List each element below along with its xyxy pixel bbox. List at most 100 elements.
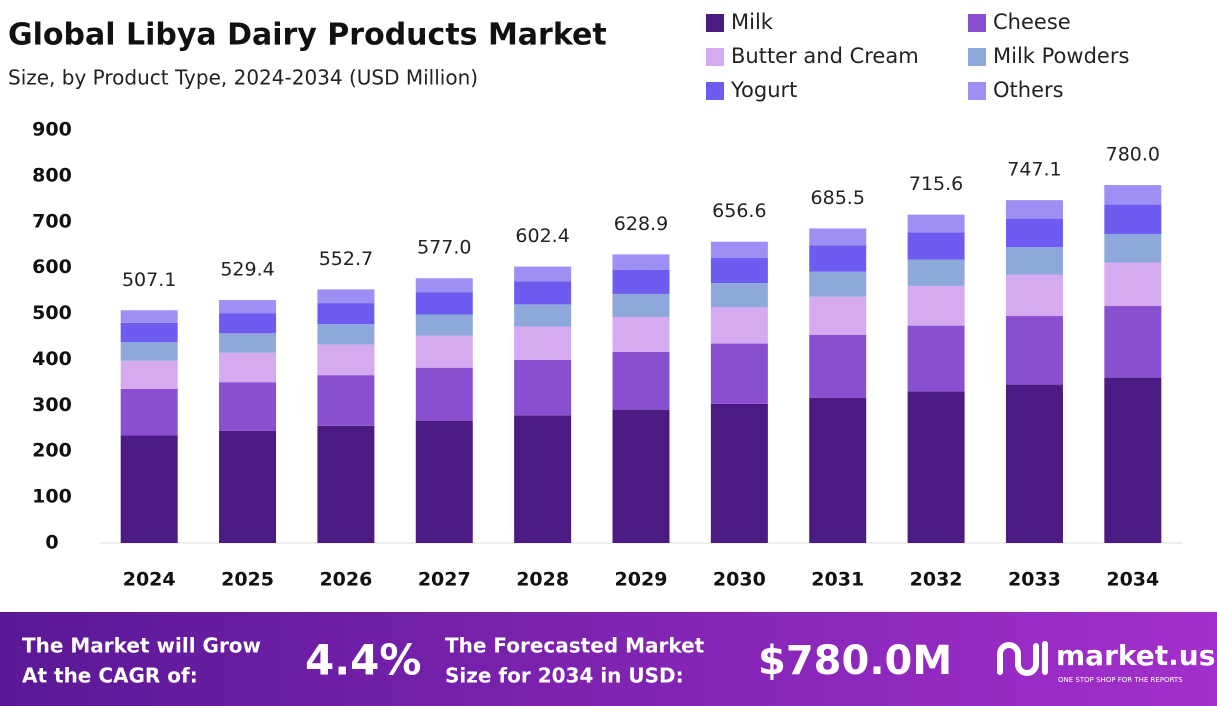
bar-segment <box>219 313 277 334</box>
y-tick-label: 800 <box>32 164 72 186</box>
bar-segment <box>415 367 473 421</box>
bar-segment <box>219 352 277 383</box>
x-tick-label: 2031 <box>811 569 864 591</box>
bar-segment <box>907 259 965 286</box>
bar-segment <box>710 241 768 259</box>
bar-segment <box>612 409 670 543</box>
total-label: 552.7 <box>319 248 373 270</box>
bar-segment <box>612 316 670 352</box>
bar-segment <box>514 359 572 416</box>
legend-label: Butter and Cream <box>731 44 919 68</box>
bar-segment <box>612 293 670 317</box>
bar-segment <box>514 415 572 543</box>
total-label: 507.1 <box>122 269 176 291</box>
bar-segment <box>514 304 572 327</box>
bar-segment <box>809 228 867 246</box>
total-label: 747.1 <box>1007 159 1061 181</box>
x-tick-label: 2028 <box>516 569 569 591</box>
bar-segment <box>317 344 375 376</box>
y-tick-label: 500 <box>32 302 72 324</box>
x-tick-label: 2027 <box>418 569 471 591</box>
bar-segment <box>317 289 375 304</box>
bar-segment <box>120 435 178 543</box>
y-tick-label: 900 <box>32 119 72 141</box>
bar-segment <box>317 425 375 543</box>
bar-segment <box>1104 377 1162 543</box>
bar-segment <box>219 300 277 314</box>
legend-swatch <box>706 14 724 32</box>
x-tick-label: 2026 <box>319 569 372 591</box>
forecast-value: $780.0M <box>758 638 952 684</box>
y-tick-label: 300 <box>32 394 72 416</box>
bar-segment <box>219 382 277 431</box>
bar-segment <box>809 334 867 398</box>
bar-segment <box>415 278 473 293</box>
brand-logo <box>997 641 1048 676</box>
total-label: 529.4 <box>220 259 274 281</box>
bar-segment <box>1104 234 1162 263</box>
bar-segment <box>1005 274 1063 317</box>
bar-segment <box>809 271 867 297</box>
bar-segment <box>415 335 473 368</box>
total-label: 780.0 <box>1106 144 1160 166</box>
footer-banner <box>0 612 1217 706</box>
bar-segment <box>907 214 965 233</box>
x-tick-label: 2032 <box>910 569 963 591</box>
x-tick-label: 2024 <box>123 569 176 591</box>
bar-segment <box>120 360 178 389</box>
bar-segment <box>514 281 572 305</box>
bar-segment <box>809 296 867 335</box>
y-tick-label: 100 <box>32 486 72 508</box>
y-tick-label: 700 <box>32 210 72 232</box>
x-tick-label: 2029 <box>615 569 668 591</box>
bar-segment <box>120 310 178 323</box>
bar-segment <box>317 375 375 426</box>
bar-segment <box>1104 306 1162 378</box>
y-tick-label: 600 <box>32 256 72 278</box>
footer-text: At the CAGR of: <box>22 664 198 688</box>
bar-segment <box>612 254 670 270</box>
x-tick-label: 2025 <box>221 569 274 591</box>
legend-swatch <box>706 48 724 66</box>
legend-label: Others <box>993 78 1064 102</box>
bar-segment <box>809 245 867 272</box>
bar-segment <box>120 342 178 361</box>
bar-segment <box>317 303 375 325</box>
bar-segment <box>907 325 965 392</box>
legend-label: Milk Powders <box>993 44 1129 68</box>
bar-segment <box>1005 200 1063 219</box>
legend-label: Milk <box>731 10 774 34</box>
bar-segment <box>710 258 768 284</box>
legend-swatch <box>968 14 986 32</box>
brand-tagline: ONE STOP SHOP FOR THE REPORTS <box>1058 676 1183 684</box>
bar-segment <box>710 307 768 344</box>
y-tick-label: 400 <box>32 348 72 370</box>
bar-segment <box>907 232 965 260</box>
bar-segment <box>415 420 473 543</box>
y-tick-label: 0 <box>45 532 58 554</box>
bar-segment <box>710 403 768 543</box>
chart-title: Global Libya Dairy Products Market <box>8 18 607 53</box>
bar-segment <box>219 430 277 543</box>
bar-segment <box>317 324 375 345</box>
bar-segment <box>514 326 572 360</box>
total-label: 656.6 <box>712 200 766 222</box>
bar-segment <box>415 314 473 336</box>
cagr-value: 4.4% <box>305 636 421 685</box>
bar-segment <box>514 266 572 282</box>
bar-segment <box>1005 384 1063 543</box>
bar-segment <box>907 391 965 543</box>
bar-segment <box>612 269 670 294</box>
x-tick-label: 2034 <box>1106 569 1159 591</box>
total-label: 685.5 <box>811 187 865 209</box>
legend-label: Cheese <box>993 10 1071 34</box>
total-label: 602.4 <box>515 225 569 247</box>
bar-segment <box>1005 218 1063 248</box>
legend-swatch <box>706 82 724 100</box>
bar-segment <box>120 388 178 436</box>
bar-segment <box>415 292 473 315</box>
bar-segment <box>1005 247 1063 275</box>
y-tick-label: 200 <box>32 440 72 462</box>
brand-name: market.us <box>1056 639 1215 672</box>
x-tick-label: 2033 <box>1008 569 1061 591</box>
